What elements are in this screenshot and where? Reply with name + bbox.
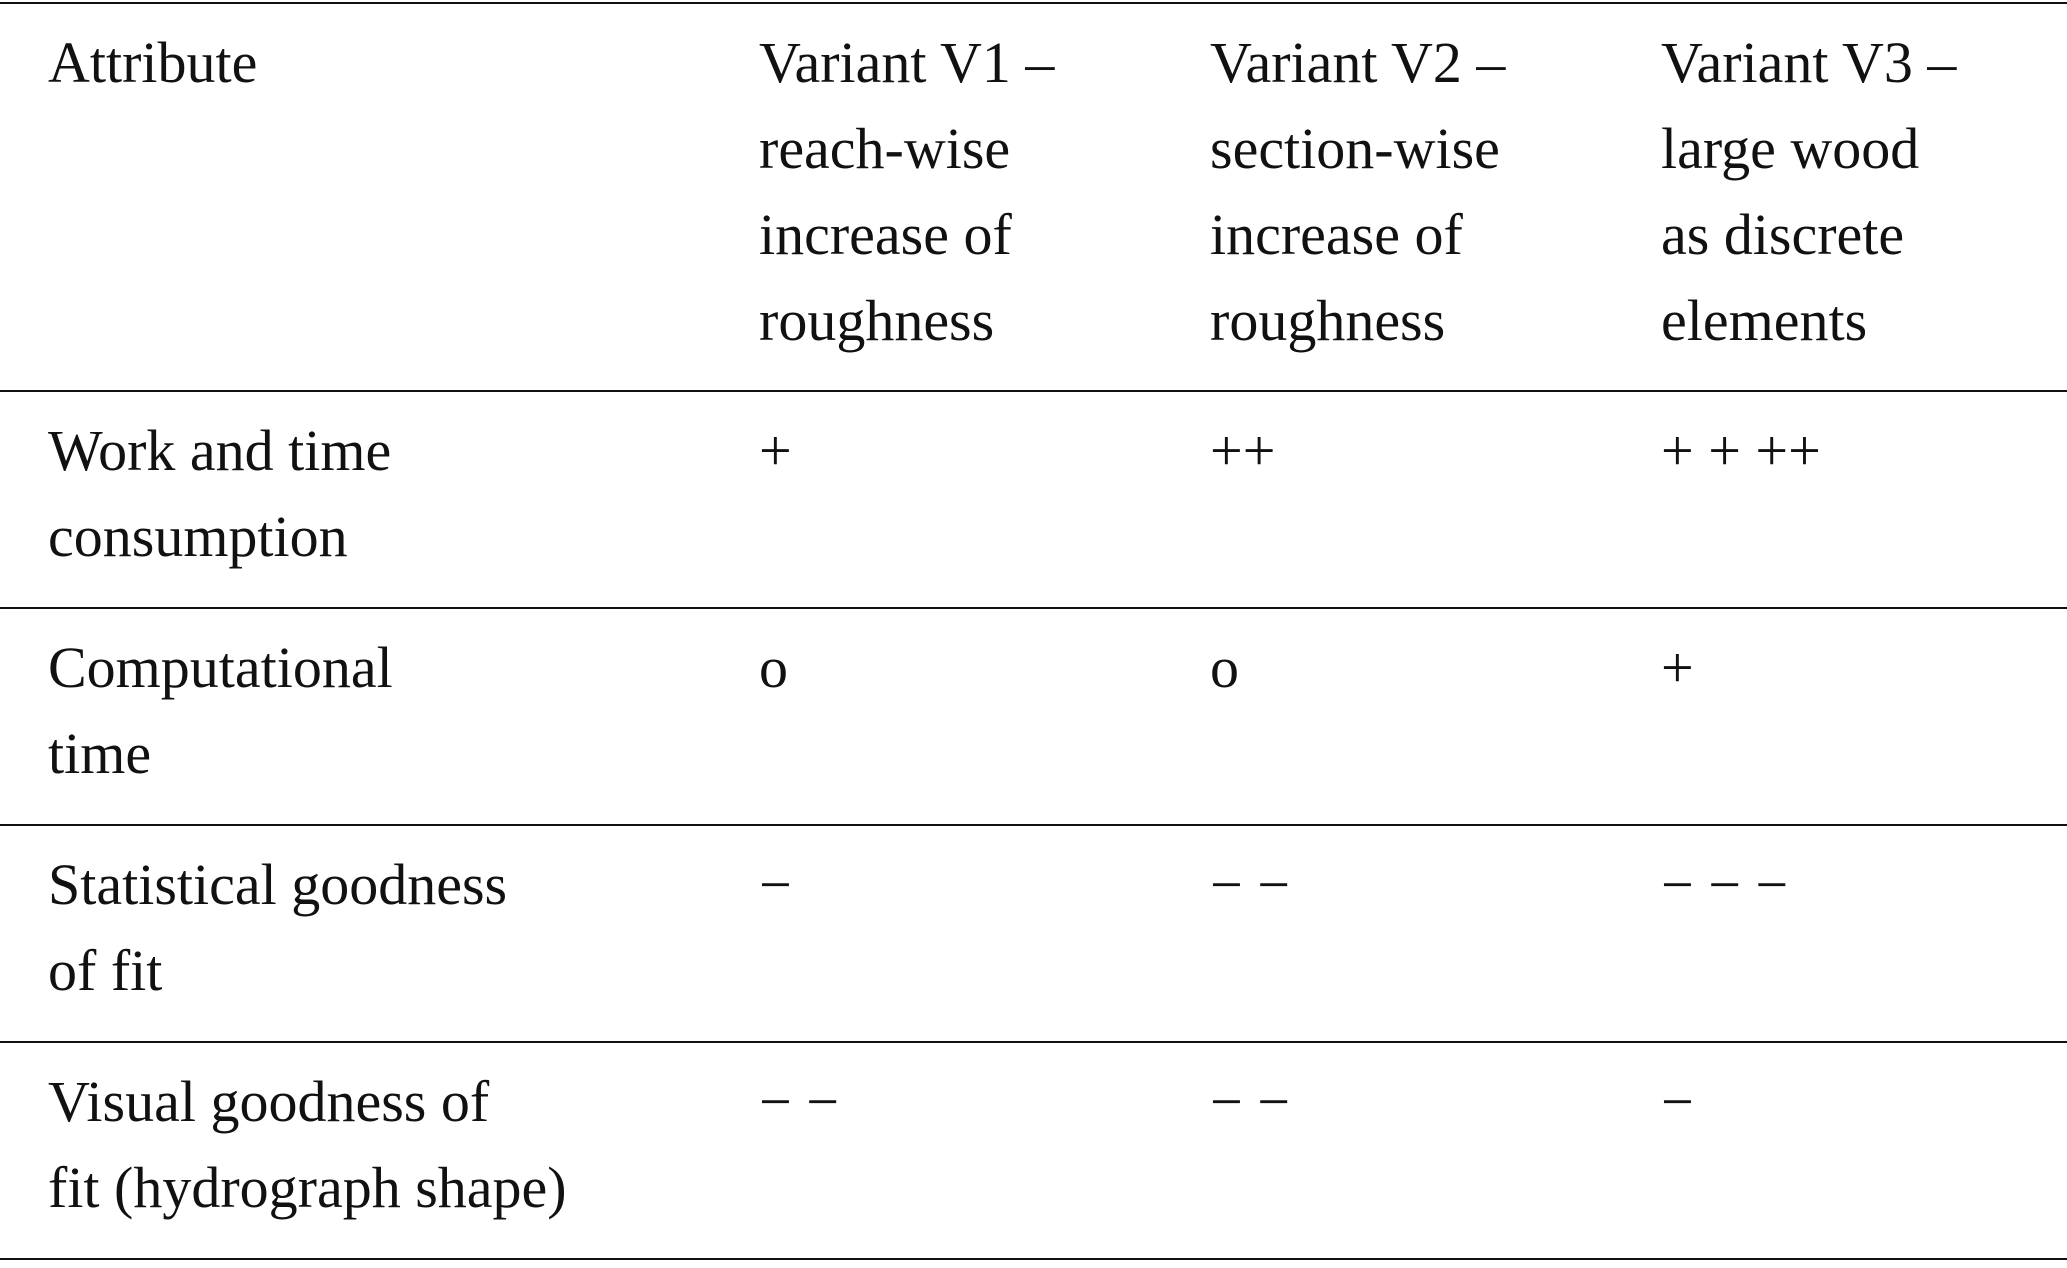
cell-line: fit (hydrograph shape) [48,1155,567,1220]
cell-line: Work and time [48,418,392,483]
table-cell: − − [759,1042,1210,1259]
cell-line: − − [1210,1069,1290,1134]
header-cell: Variant V3 – large wood as discrete element… [1661,3,2067,391]
table-cell: + + ++ [1661,391,2067,608]
table-cell: − − [1210,825,1661,1042]
cell-line: − − − [1661,852,1789,917]
table-row: Work and time consumption + ++ + + ++ [0,391,2067,608]
table-cell: ++ [1210,391,1661,608]
header-cell: Variant V1 – reach-wise increase of roughne… [759,3,1210,391]
cell-line: + + ++ [1661,418,1821,483]
table-row: Statistical goodness of fit − − − − − − [0,825,2067,1042]
cell-line: − − [1210,852,1290,917]
cell-line: + [759,418,792,483]
cell-line: Attribute [48,30,258,95]
table-cell: Statistical goodness of fit [0,825,759,1042]
cell-line: Statistical goodness [48,852,508,917]
table-row: Computational time o o + [0,608,2067,825]
table-header: Attribute Variant V1 – reach-wise increase … [0,3,2067,391]
table-cell: Computational time [0,608,759,825]
cell-line: ++ [1210,418,1276,483]
cell-line: − − [759,1069,839,1134]
cell-line: Computational [48,635,393,700]
cell-line: consumption [48,504,348,569]
cell-line: − [1661,1069,1694,1134]
cell-line: Variant V1 – [759,30,1055,95]
table-cell: − [759,825,1210,1042]
cell-line: Variant V3 – [1661,30,1957,95]
header-row: Attribute Variant V1 – reach-wise increase … [0,3,2067,391]
cell-line: time [48,721,152,786]
cell-line: section-wise [1210,116,1500,181]
table-cell: − [1661,1042,2067,1259]
cell-line: as discrete [1661,202,1905,267]
cell-line: − [759,852,792,917]
header-cell: Attribute [0,3,759,391]
table-cell: − − [1210,1042,1661,1259]
table-cell: o [759,608,1210,825]
cell-line: large wood [1661,116,1920,181]
table-body: Work and time consumption + ++ + + ++ Computa… [0,391,2067,1259]
cell-line: roughness [759,288,995,353]
cell-line: Variant V2 – [1210,30,1506,95]
cell-line: elements [1661,288,1868,353]
table-cell: o [1210,608,1661,825]
cell-line: increase of [759,202,1012,267]
header-cell: Variant V2 – section-wise increase of rough… [1210,3,1661,391]
table-cell: + [759,391,1210,608]
table-row: Visual goodness of fit (hydrograph shape)… [0,1042,2067,1259]
cell-line: o [1210,635,1239,700]
cell-line: roughness [1210,288,1446,353]
cell-line: + [1661,635,1694,700]
cell-line: reach-wise [759,116,1011,181]
table-cell: Work and time consumption [0,391,759,608]
table-cell: + [1661,608,2067,825]
table-cell: − − − [1661,825,2067,1042]
cell-line: o [759,635,788,700]
cell-line: of fit [48,938,163,1003]
table-cell: Visual goodness of fit (hydrograph shape) [0,1042,759,1259]
cell-line: Visual goodness of [48,1069,490,1134]
cell-line: increase of [1210,202,1463,267]
